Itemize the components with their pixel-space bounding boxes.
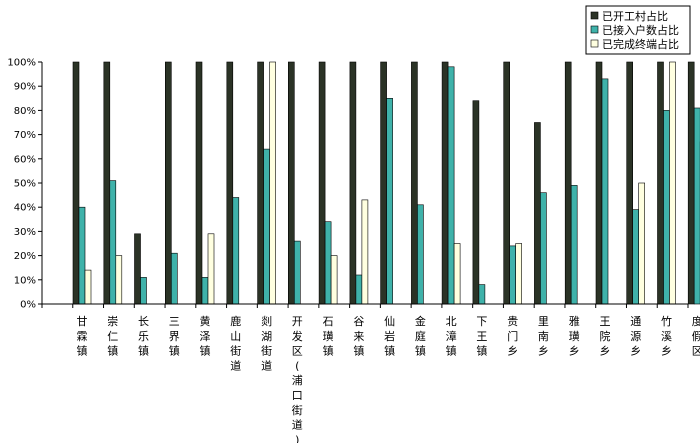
legend-label: 已完成终端占比 bbox=[602, 37, 679, 51]
bar-series2-16 bbox=[540, 192, 547, 305]
bar-series2-17 bbox=[570, 185, 578, 305]
x-category-label: 剡湖街道 bbox=[261, 315, 272, 372]
bar-series1-2 bbox=[103, 61, 111, 305]
bar-series2-1 bbox=[78, 206, 86, 305]
bar-series1-7 bbox=[257, 61, 264, 305]
bar-series2-18 bbox=[601, 78, 609, 305]
x-category-label: 下王镇 bbox=[476, 315, 487, 358]
bar-series2-5 bbox=[201, 277, 209, 305]
bar-series3-13 bbox=[453, 243, 461, 305]
bar-series1-9 bbox=[318, 61, 326, 305]
x-category-label: 通源乡 bbox=[630, 315, 641, 358]
bar-series1-8 bbox=[287, 61, 295, 305]
x-category-label: 黄泽镇 bbox=[200, 314, 211, 358]
legend-swatch bbox=[590, 25, 599, 34]
legend-label: 已开工村占比 bbox=[602, 9, 668, 23]
bar-series1-10 bbox=[349, 61, 357, 305]
bar-series1-1 bbox=[72, 61, 80, 305]
y-tick-label: 40% bbox=[14, 203, 36, 214]
bar-series1-18 bbox=[595, 61, 603, 305]
bar-series2-14 bbox=[478, 284, 486, 305]
bar-series1-12 bbox=[411, 61, 418, 305]
y-tick-label: 80% bbox=[14, 106, 36, 117]
bar-series2-11 bbox=[386, 98, 393, 305]
legend-swatch bbox=[590, 11, 599, 20]
y-tick-label: 20% bbox=[14, 251, 36, 262]
bar-series1-13 bbox=[441, 61, 449, 305]
x-category-label: 度假区 bbox=[692, 314, 700, 358]
bar-series1-11 bbox=[380, 61, 387, 305]
bar-series1-20 bbox=[657, 61, 664, 305]
legend-label: 已接入户数占比 bbox=[602, 23, 679, 37]
x-category-label: 谷来镇 bbox=[353, 315, 364, 358]
x-category-label: 竹溪乡 bbox=[661, 314, 672, 358]
bar-series1-21 bbox=[687, 61, 695, 305]
bar-series2-21 bbox=[693, 107, 700, 305]
y-tick-label: 60% bbox=[14, 154, 36, 165]
bar-series3-9 bbox=[330, 255, 338, 305]
x-category-label: 三界镇 bbox=[169, 315, 180, 358]
x-category-label: 北漳镇 bbox=[446, 315, 457, 358]
x-category-label: 雅璜乡 bbox=[569, 314, 580, 358]
bar-series1-16 bbox=[534, 122, 541, 305]
y-tick-label: 70% bbox=[14, 130, 36, 141]
bar-series2-9 bbox=[324, 221, 332, 305]
bar-series1-14 bbox=[472, 100, 480, 305]
x-category-label: 仙岩镇 bbox=[384, 315, 395, 358]
legend-box bbox=[585, 5, 691, 55]
x-category-label: 崇仁镇 bbox=[107, 315, 118, 358]
bar-series1-4 bbox=[165, 61, 172, 305]
bar-series3-15 bbox=[515, 243, 523, 305]
x-category-label: 里南乡 bbox=[538, 315, 549, 358]
bar-series2-20 bbox=[663, 110, 670, 305]
bar-series3-19 bbox=[638, 182, 646, 305]
bar-series3-5 bbox=[207, 233, 215, 305]
x-category-label: 王院乡 bbox=[600, 315, 611, 358]
bar-series2-10 bbox=[355, 274, 363, 305]
bar-series3-10 bbox=[361, 199, 369, 305]
bar-series2-4 bbox=[171, 252, 178, 305]
bar-series1-5 bbox=[195, 61, 203, 305]
y-tick-label: 30% bbox=[14, 227, 36, 238]
x-category-label: 石璜镇 bbox=[323, 315, 334, 358]
bar-series2-7 bbox=[263, 148, 270, 305]
x-category-label: 鹿山街道 bbox=[230, 314, 241, 372]
bar-series1-6 bbox=[226, 61, 234, 305]
y-tick-label: 50% bbox=[14, 179, 36, 190]
bar-series1-17 bbox=[564, 61, 572, 305]
x-category-label: 金庭镇 bbox=[415, 314, 426, 358]
bar-series2-8 bbox=[293, 240, 301, 305]
bar-series2-13 bbox=[447, 66, 455, 305]
x-category-label: 贵门乡 bbox=[507, 315, 518, 358]
bar-series2-15 bbox=[509, 245, 517, 305]
x-category-label: 开发区(浦口街道) bbox=[292, 315, 303, 443]
bar-series2-19 bbox=[632, 209, 640, 305]
bar-series1-15 bbox=[503, 61, 511, 305]
bar-series1-3 bbox=[134, 233, 141, 305]
bar-series3-1 bbox=[84, 269, 92, 305]
bar-series2-3 bbox=[140, 277, 147, 305]
y-tick-label: 10% bbox=[14, 275, 36, 286]
bar-series3-2 bbox=[115, 255, 123, 305]
y-tick-label: 0% bbox=[20, 300, 36, 311]
bar-series1-19 bbox=[626, 61, 634, 305]
legend-swatch bbox=[590, 39, 599, 48]
x-category-label: 甘霖镇 bbox=[77, 315, 88, 358]
y-tick-label: 90% bbox=[14, 82, 36, 93]
bar-series2-6 bbox=[232, 197, 240, 305]
bar-series3-7 bbox=[269, 61, 276, 305]
bar-series3-20 bbox=[669, 61, 676, 305]
y-tick-label: 100% bbox=[7, 58, 36, 69]
x-category-label: 长乐镇 bbox=[138, 315, 149, 358]
bar-series2-12 bbox=[417, 204, 424, 305]
bar-series2-2 bbox=[109, 180, 117, 305]
